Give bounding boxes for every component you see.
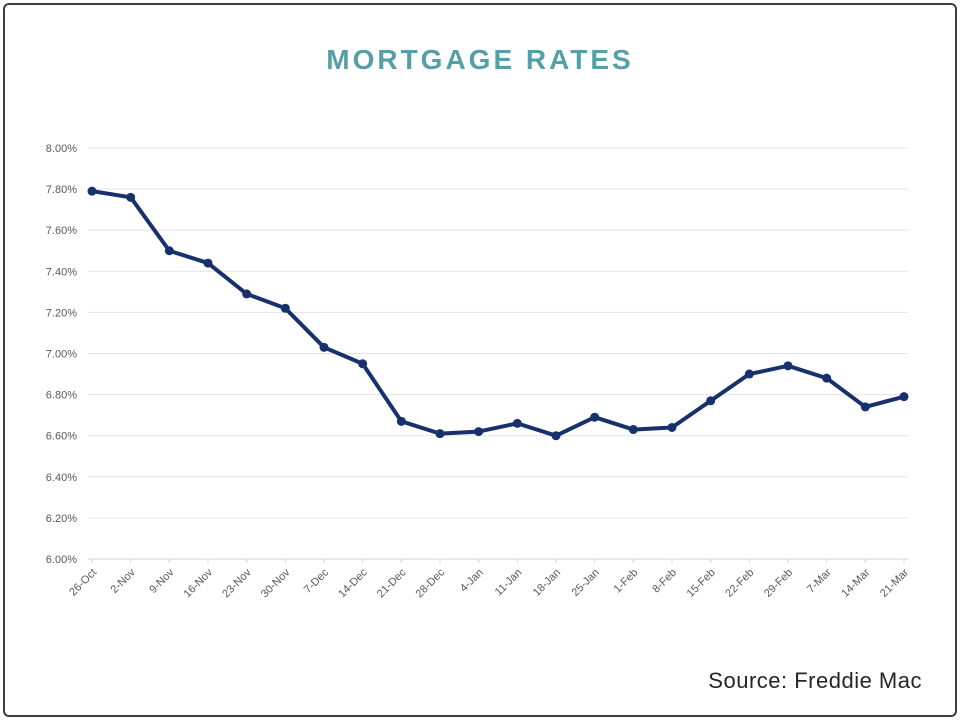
x-axis-tick-label: 11-Jan: [493, 567, 525, 599]
y-axis-tick-label: 6.80%: [46, 390, 77, 402]
y-axis-tick-label: 8.00%: [46, 143, 77, 155]
source-attribution: Source: Freddie Mac: [708, 668, 922, 693]
x-axis-tick-label: 15-Feb: [685, 567, 718, 600]
x-axis-tick-label: 4-Jan: [458, 567, 486, 595]
y-axis-tick-label: 6.40%: [46, 472, 77, 484]
y-axis-tick-label: 7.40%: [46, 266, 77, 278]
y-axis-tick-label: 7.00%: [46, 349, 77, 361]
data-point: [744, 369, 754, 379]
data-point: [512, 418, 522, 428]
data-point: [280, 303, 290, 313]
data-point: [87, 186, 97, 196]
y-axis-tick-label: 6.00%: [46, 554, 77, 566]
x-axis-tick-label: 23-Nov: [220, 566, 254, 600]
x-axis-tick-label: 29-Feb: [762, 567, 795, 600]
y-axis-tick-label: 7.20%: [46, 307, 77, 319]
x-axis-tick-label: 22-Feb: [723, 567, 756, 600]
data-point: [164, 246, 174, 256]
data-point: [706, 396, 716, 406]
x-axis-tick-label: 28-Dec: [414, 566, 448, 600]
x-axis-tick-label: 7-Dec: [302, 566, 332, 596]
data-point: [319, 342, 329, 352]
data-point: [628, 425, 638, 435]
x-axis-tick-label: 25-Jan: [570, 567, 602, 599]
x-axis-tick-label: 14-Dec: [336, 566, 370, 600]
x-axis-tick-label: 30-Nov: [259, 566, 293, 600]
data-point: [435, 429, 445, 439]
x-axis-tick-label: 26-Oct: [67, 567, 99, 599]
data-point: [126, 192, 136, 202]
x-axis-tick-label: 8-Feb: [650, 567, 679, 596]
data-point: [242, 289, 252, 299]
x-axis-tick-label: 9-Nov: [147, 566, 177, 596]
x-axis-tick-label: 1-Feb: [612, 567, 641, 596]
x-axis-tick-label: 18-Jan: [531, 567, 563, 599]
data-point: [783, 361, 793, 371]
x-axis-tick-label: 21-Mar: [878, 566, 911, 599]
data-point: [590, 412, 600, 422]
chart-title: MORTGAGE RATES: [326, 44, 634, 75]
y-axis-tick-label: 6.60%: [46, 431, 77, 443]
y-axis-tick-label: 7.80%: [46, 184, 77, 196]
rate-line: [90, 189, 906, 438]
page-border: [3, 3, 957, 717]
data-point: [474, 427, 484, 437]
data-point: [396, 416, 406, 426]
x-axis-tick-label: 7-Mar: [805, 566, 834, 595]
data-point: [667, 422, 677, 432]
x-axis-tick-label: 14-Mar: [839, 566, 872, 599]
data-point: [822, 373, 832, 383]
y-axis-tick-label: 7.60%: [46, 225, 77, 237]
data-point: [551, 431, 561, 441]
x-axis-tick-label: 2-Nov: [109, 566, 139, 596]
data-point: [899, 392, 909, 402]
data-point: [203, 258, 213, 268]
data-point: [860, 402, 870, 412]
y-axis-tick-label: 6.20%: [46, 513, 77, 525]
x-axis-tick-label: 16-Nov: [182, 566, 216, 600]
x-axis-tick-label: 21-Dec: [375, 566, 409, 600]
data-point: [358, 359, 368, 369]
